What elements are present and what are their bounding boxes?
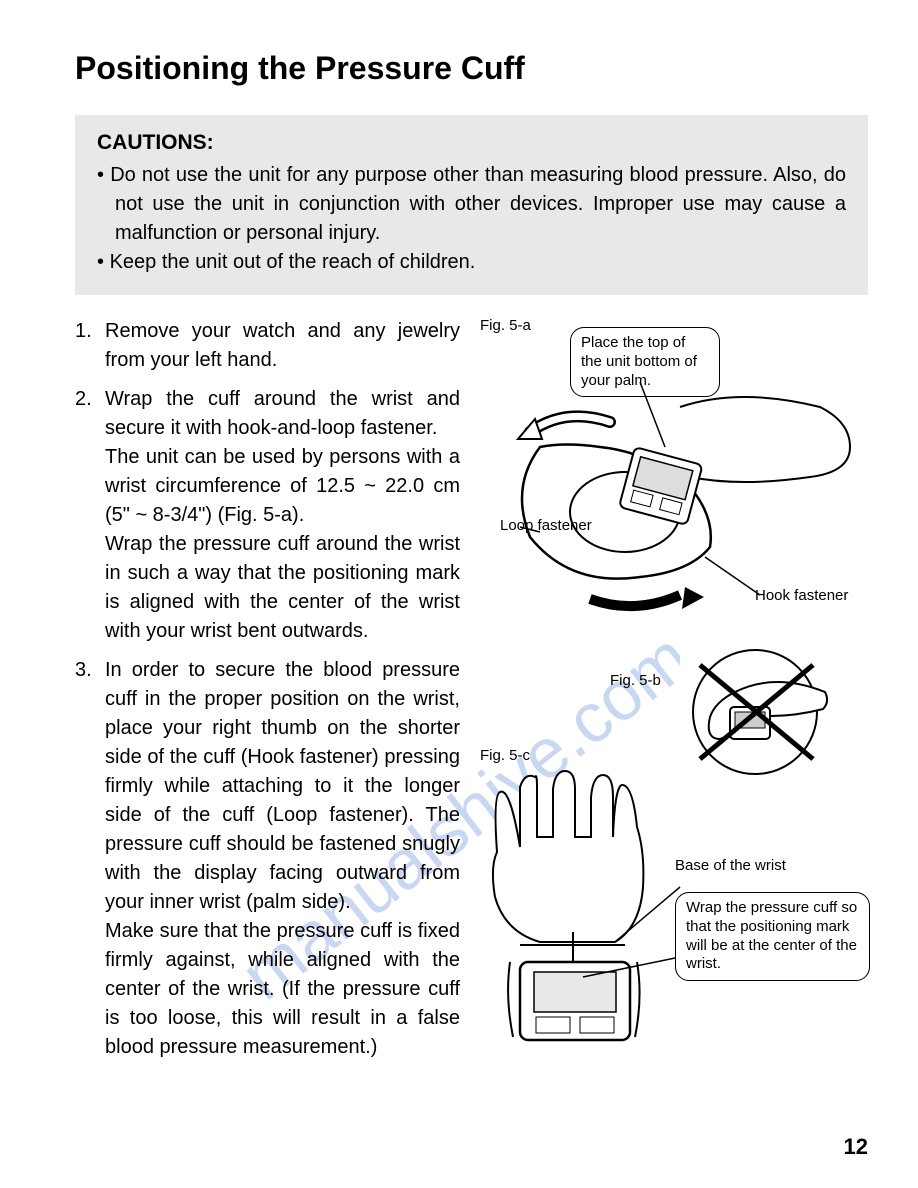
fig-5c-callout: Wrap the pressure cuff so that the posit… <box>675 892 870 981</box>
step-2: Wrap the cuff around the wrist and secur… <box>75 385 460 646</box>
step-text: Remove your watch and any jewelry from y… <box>105 317 460 375</box>
loop-fastener-label: Loop fastener <box>500 517 592 534</box>
caution-item: Keep the unit out of the reach of childr… <box>97 248 846 277</box>
fig-5c-illustration <box>465 767 685 1047</box>
step-text: The unit can be used by persons with a w… <box>105 443 460 530</box>
base-of-wrist-label: Base of the wrist <box>675 857 786 874</box>
page-number: 12 <box>844 1134 868 1160</box>
caution-item: Do not use the unit for any purpose othe… <box>97 161 846 248</box>
instructions-column: Remove your watch and any jewelry from y… <box>75 317 460 1072</box>
fig-5b-illustration <box>675 647 845 777</box>
cautions-box: CAUTIONS: Do not use the unit for any pu… <box>75 115 868 295</box>
step-text: In order to secure the blood pressure cu… <box>105 656 460 917</box>
step-3: In order to secure the blood pressure cu… <box>75 656 460 1062</box>
step-text: Make sure that the pressure cuff is fixe… <box>105 917 460 1062</box>
cautions-heading: CAUTIONS: <box>97 131 846 155</box>
hook-fastener-label: Hook fastener <box>755 587 848 604</box>
fig-5a-label: Fig. 5-a <box>480 317 531 334</box>
step-1: Remove your watch and any jewelry from y… <box>75 317 460 375</box>
page-title: Positioning the Pressure Cuff <box>75 50 868 87</box>
fig-5c-label: Fig. 5-c <box>480 747 530 764</box>
step-text: Wrap the cuff around the wrist and secur… <box>105 385 460 443</box>
step-text: Wrap the pressure cuff around the wrist … <box>105 530 460 646</box>
figures-column: Fig. 5-a Place the top of the unit botto… <box>480 317 868 1072</box>
fig-5b-label: Fig. 5-b <box>610 672 661 689</box>
